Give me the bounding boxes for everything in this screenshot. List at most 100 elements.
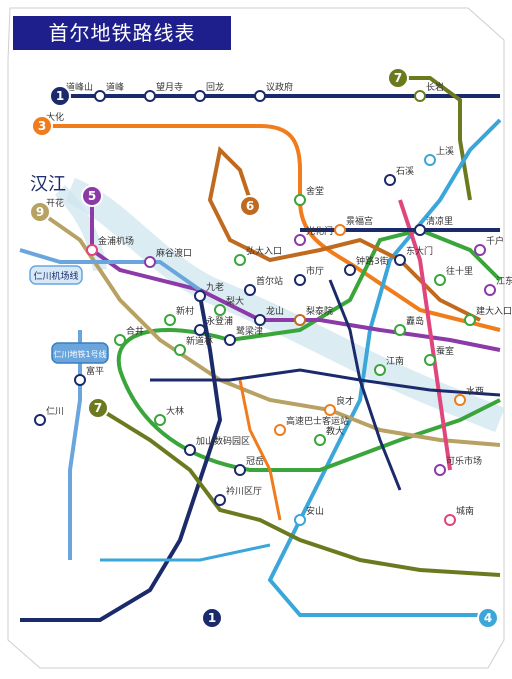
station-label: 舍堂: [306, 185, 324, 197]
station-marker: [274, 424, 286, 436]
station-marker: [194, 290, 206, 302]
line-badge-number: 4: [484, 611, 492, 625]
station-marker: [174, 344, 186, 356]
station-label: 九老: [206, 281, 224, 293]
line-badge: 9: [29, 201, 51, 223]
station-label: 新道林: [186, 335, 213, 347]
station-marker: [414, 90, 426, 102]
station-label: 千户: [486, 235, 504, 247]
station-marker: [394, 254, 406, 266]
station-marker: [184, 444, 196, 456]
station-label: 议政府: [266, 81, 293, 93]
station-marker: [224, 334, 236, 346]
line-badge-number: 9: [36, 205, 44, 219]
station-label: 回龙: [206, 81, 224, 93]
station-label: 蚕室: [436, 345, 454, 357]
station-marker: [194, 324, 206, 336]
station-marker: [424, 154, 436, 166]
station-label: 永登浦: [206, 315, 233, 327]
station-label: 建大入口: [476, 305, 512, 317]
station-label: 大林: [166, 405, 184, 417]
line-8: [398, 199, 452, 471]
line-extra-3: [328, 279, 402, 491]
map-title: 首尔地铁路线表: [13, 16, 231, 50]
station-marker: [444, 514, 456, 526]
legend-airport-label: 仁川机场线: [33, 270, 78, 282]
legend-incheon-label: 仁川地铁1号线: [53, 349, 106, 359]
river-branch: [54, 185, 107, 272]
line-badge-number: 1: [56, 89, 64, 103]
line-badge-circle: [477, 607, 499, 629]
station-label: 望月寺: [156, 81, 183, 93]
stations-layer: 道峰山 道峰 望月寺 回龙 议政府 长岩大化舍堂弘大入口金浦机场开花麻谷渡口九老永登浦新道…: [34, 81, 512, 526]
line-badge-number: 7: [94, 401, 102, 415]
station-label: 城南: [456, 505, 474, 517]
station-marker: [484, 284, 496, 296]
line-badge-circle: [49, 85, 71, 107]
station-label: 钟路3街: [356, 255, 389, 267]
station-label: 合井: [126, 325, 144, 337]
station-marker: [294, 274, 306, 286]
station-label: 高速巴士客运站: [286, 415, 349, 427]
station-marker: [34, 414, 46, 426]
station-marker: [154, 414, 166, 426]
station-label: 金浦机场: [98, 235, 134, 247]
legend-incheon-line: 仁川地铁1号线: [51, 342, 109, 364]
station-label: 鹭梁津: [236, 325, 263, 337]
station-marker: [394, 324, 406, 336]
line-4: [267, 118, 502, 617]
line-extra-4: [100, 543, 271, 562]
line-badge-number: 5: [88, 189, 96, 203]
line-9: [38, 210, 501, 447]
line-badge: 4: [477, 607, 499, 629]
station-marker: [244, 284, 256, 296]
line-7: [96, 406, 501, 577]
station-marker: [314, 434, 326, 446]
station-label: 梨泰院: [306, 305, 333, 317]
station-label: 江南: [386, 355, 404, 367]
station-label: 纛岛: [406, 315, 424, 327]
line-badge-circle: [81, 185, 103, 207]
station-label: 梨大: [226, 295, 244, 307]
line-1-south: [20, 295, 223, 622]
station-marker: [294, 314, 306, 326]
station-label: 道峰: [106, 81, 124, 93]
station-label: 景福宫: [346, 215, 373, 227]
station-marker: [114, 334, 126, 346]
station-label: 教大: [326, 425, 344, 437]
line-badge-circle: [201, 607, 223, 629]
legend-airport-line: 仁川机场线: [29, 265, 83, 285]
line-extra-2: [238, 379, 282, 521]
station-label: 良才: [336, 395, 354, 407]
station-marker: [294, 234, 306, 246]
station-marker: [144, 90, 156, 102]
line-badge-circle: [29, 201, 51, 223]
line-badge: 5: [81, 185, 103, 207]
incheon-line: [68, 330, 82, 560]
station-marker: [144, 256, 156, 268]
station-marker: [374, 364, 386, 376]
station-marker: [384, 174, 396, 186]
station-marker: [254, 90, 266, 102]
line-badge-circle: [387, 67, 409, 89]
station-label: 麻谷渡口: [156, 247, 192, 259]
station-label: 石溪: [396, 165, 414, 177]
station-label: 衿川区厅: [226, 485, 262, 497]
station-marker: [74, 374, 86, 386]
station-marker: [86, 244, 98, 256]
line-badge: 7: [387, 67, 409, 89]
line-6: [207, 145, 481, 322]
station-marker: [334, 224, 346, 236]
station-marker: [214, 494, 226, 506]
station-label: 冠岳: [246, 455, 264, 467]
line-badge: 1: [49, 85, 71, 107]
station-label: 龙山: [266, 305, 284, 317]
station-marker: [194, 90, 206, 102]
station-label: 新村: [176, 305, 194, 317]
station-marker: [434, 274, 446, 286]
map-title-text: 首尔地铁路线表: [48, 21, 196, 45]
station-label: 富平: [86, 365, 104, 377]
line-badge-circle: [87, 397, 109, 419]
station-marker: [434, 464, 446, 476]
